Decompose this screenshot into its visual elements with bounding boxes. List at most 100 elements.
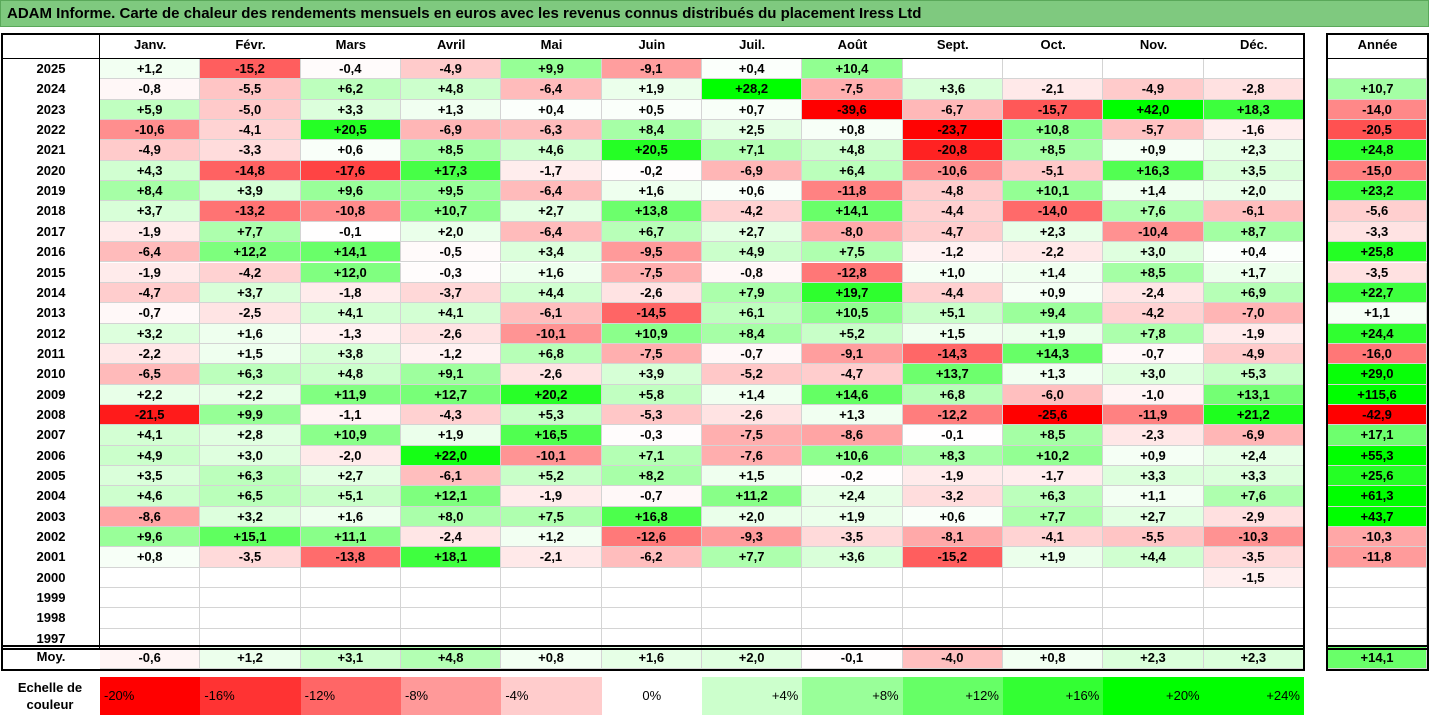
heatmap-cell <box>802 608 903 629</box>
heatmap-cell: +3,6 <box>902 79 1003 100</box>
heatmap-cell: +0,6 <box>902 506 1003 528</box>
scale-swatch: +12% <box>902 677 1003 715</box>
annual-cell: +23,2 <box>1328 181 1427 202</box>
heatmap-cell: -14,3 <box>902 343 1003 365</box>
heatmap-cell: +4,4 <box>1103 547 1204 568</box>
heatmap-cell <box>300 588 401 609</box>
heatmap-cell: +9,9 <box>501 59 602 80</box>
heatmap-cell: +4,1 <box>100 425 201 446</box>
heatmap-cell: +4,4 <box>501 282 602 304</box>
heatmap-cell: +21,2 <box>1203 404 1304 426</box>
heatmap-cell: -8,6 <box>802 425 903 446</box>
heatmap-cell: +6,5 <box>200 486 301 507</box>
heatmap-cell: +5,8 <box>601 384 702 405</box>
year-label: 2009 <box>36 386 66 402</box>
average-cell: +0,8 <box>1002 647 1104 669</box>
heatmap-cell: -2,9 <box>1203 506 1304 528</box>
heatmap-cell: +3,2 <box>200 506 301 528</box>
month-header: Févr. <box>235 37 266 52</box>
heatmap-cell: +10,7 <box>400 201 502 222</box>
annual-cell: +1,1 <box>1328 303 1427 324</box>
heatmap-cell: +1,5 <box>902 323 1003 344</box>
heatmap-cell: -6,9 <box>701 160 803 182</box>
heatmap-cell: -1,9 <box>100 221 201 243</box>
heatmap-cell <box>902 59 1003 80</box>
scale-swatch: +8% <box>802 677 903 715</box>
annual-cell: -11,8 <box>1328 547 1427 568</box>
heatmap-cell: -4,4 <box>902 201 1003 222</box>
annual-cell: -3,5 <box>1328 262 1427 283</box>
heatmap-cell: -4,2 <box>200 262 301 283</box>
report-title: ADAM Informe. Carte de chaleur des rende… <box>0 0 1429 27</box>
heatmap-cell: +3,0 <box>1103 242 1204 263</box>
heatmap-cell: -5,7 <box>1103 120 1204 141</box>
heatmap-cell: -5,1 <box>1002 160 1104 182</box>
heatmap-cell <box>1103 608 1204 629</box>
heatmap-cell: +11,2 <box>701 486 803 507</box>
heatmap-cell: +9,6 <box>300 181 401 202</box>
heatmap-cell: +3,3 <box>1203 466 1304 487</box>
heatmap-cell: +9,6 <box>100 527 201 548</box>
annual-cell: -15,0 <box>1328 160 1427 182</box>
month-header: Mai <box>540 37 563 52</box>
heatmap-cell: +1,4 <box>701 384 803 405</box>
annual-average-cell: +14,1 <box>1328 647 1427 669</box>
scale-swatch: +20% <box>1103 677 1204 715</box>
year-label: 2017 <box>36 223 66 239</box>
heatmap-cell: -2,6 <box>400 323 502 344</box>
heatmap-cell: +13,7 <box>902 364 1003 385</box>
average-cell: -0,6 <box>100 647 201 669</box>
heatmap-cell: +0,7 <box>701 99 803 121</box>
heatmap-cell: +6,1 <box>701 303 803 324</box>
heatmap-cell: +0,8 <box>100 547 201 568</box>
heatmap-cell: +4,8 <box>802 140 903 161</box>
heatmap-cell: +1,6 <box>501 262 602 283</box>
heatmap-cell: +4,3 <box>100 160 201 182</box>
heatmap-cell <box>802 567 903 589</box>
heatmap-cell: -15,2 <box>902 547 1003 568</box>
annual-cell: +22,7 <box>1328 282 1427 304</box>
heatmap-cell: +10,8 <box>1002 120 1104 141</box>
scale-swatch: -4% <box>501 677 602 715</box>
heatmap-cell: -5,3 <box>601 404 702 426</box>
heatmap-cell: +8,7 <box>1203 221 1304 243</box>
heatmap-cell: -2,8 <box>1203 79 1304 100</box>
heatmap-cell: +2,5 <box>701 120 803 141</box>
heatmap-cell <box>1002 59 1104 80</box>
heatmap-cell: +4,1 <box>400 303 502 324</box>
annual-cell: +24,4 <box>1328 323 1427 344</box>
heatmap-cell: -1,9 <box>100 262 201 283</box>
scale-swatch: +16% <box>1002 677 1104 715</box>
heatmap-cell: -4,1 <box>200 120 301 141</box>
heatmap-cell: +10,9 <box>300 425 401 446</box>
heatmap-cell: -4,9 <box>100 140 201 161</box>
average-cell: +2,3 <box>1103 647 1204 669</box>
heatmap-cell: +0,6 <box>701 181 803 202</box>
heatmap-cell: -6,4 <box>501 181 602 202</box>
heatmap-cell: +3,3 <box>300 99 401 121</box>
heatmap-cell: -10,8 <box>300 201 401 222</box>
heatmap-cell: -23,7 <box>902 120 1003 141</box>
month-header: Juil. <box>739 37 766 52</box>
heatmap-cell: +0,9 <box>1103 140 1204 161</box>
heatmap-cell: +10,9 <box>601 323 702 344</box>
heatmap-cell: +2,4 <box>802 486 903 507</box>
heatmap-cell: +4,6 <box>100 486 201 507</box>
heatmap-cell: -2,2 <box>1002 242 1104 263</box>
heatmap-cell: +13,8 <box>601 201 702 222</box>
heatmap-cell: +2,2 <box>200 384 301 405</box>
heatmap-cell: +5,1 <box>902 303 1003 324</box>
month-header: Sept. <box>936 37 969 52</box>
heatmap-cell: -6,9 <box>1203 425 1304 446</box>
heatmap-cell <box>1103 588 1204 609</box>
heatmap-cell: -1,2 <box>902 242 1003 263</box>
average-cell: +2,3 <box>1203 647 1304 669</box>
heatmap-cell: -4,2 <box>1103 303 1204 324</box>
annual-cell: +29,0 <box>1328 364 1427 385</box>
heatmap-cell: -8,0 <box>802 221 903 243</box>
year-label: 2005 <box>36 468 66 483</box>
heatmap-cell: +8,4 <box>100 181 201 202</box>
heatmap-cell: -1,8 <box>300 282 401 304</box>
heatmap-cell: +9,5 <box>400 181 502 202</box>
heatmap-cell: +20,2 <box>501 384 602 405</box>
